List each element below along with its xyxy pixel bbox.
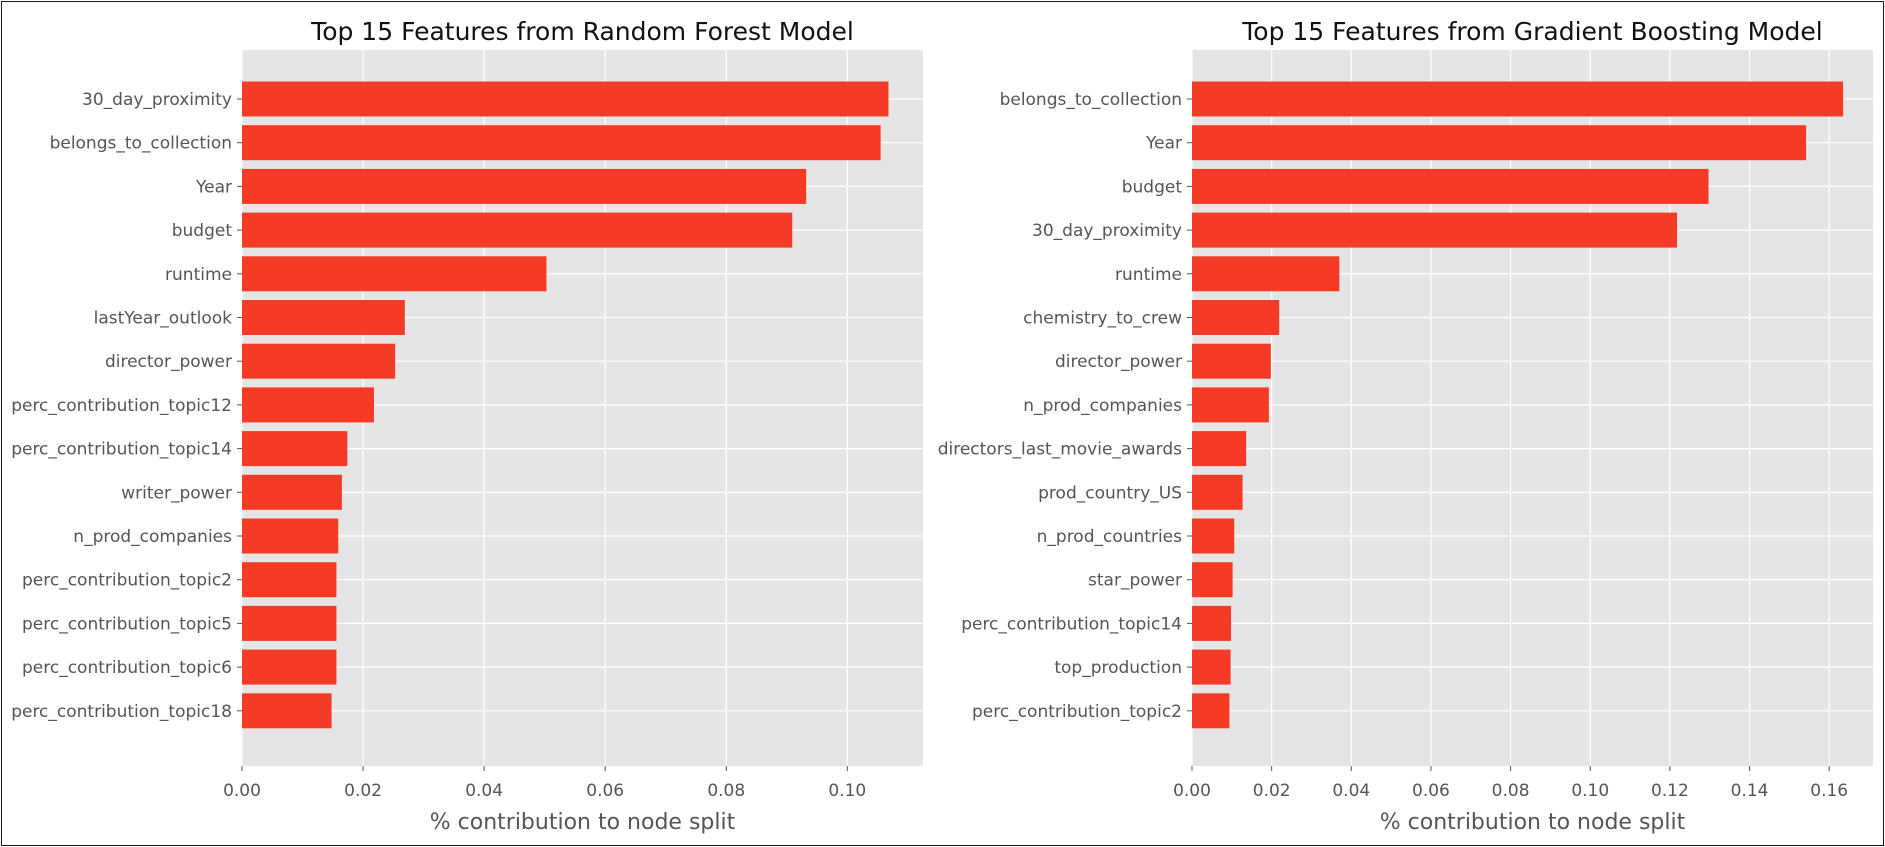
y-tick-label: budget [1122, 177, 1183, 197]
y-tick-label: runtime [165, 265, 232, 285]
y-tick-label: perc_contribution_topic14 [11, 440, 232, 460]
chart-panel-1: 30_day_proximity belongs_to_collection Yea… [11, 17, 923, 835]
bar-n-prod-companies [1192, 387, 1269, 423]
x-tick-label: 0.06 [586, 781, 624, 801]
x-tick-label: 0.16 [1810, 781, 1848, 801]
bar-30-day-proximity [1192, 212, 1678, 248]
bar-perc-contribution-topic14 [242, 431, 348, 467]
bar-30-day-proximity [242, 81, 889, 117]
x-axis-label: % contribution to node split [1380, 810, 1686, 835]
bar-chemistry-to-crew [1192, 300, 1280, 335]
bar-perc-contribution-topic14 [1192, 605, 1232, 641]
bar-star-power [1192, 562, 1233, 598]
y-tick-label: star_power [1088, 571, 1182, 591]
bar-lastyear-outlook [242, 300, 405, 335]
bar-perc-contribution-topic6 [242, 649, 337, 685]
y-tick-label: runtime [1115, 265, 1182, 285]
bar-writer-power [242, 474, 342, 510]
chart-title: Top 15 Features from Gradient Boosting M… [1241, 17, 1822, 46]
y-tick-label: chemistry_to_crew [1023, 309, 1182, 329]
bar-perc-contribution-topic2 [242, 562, 337, 598]
bar-runtime [1192, 256, 1340, 292]
y-tick-label: perc_contribution_topic18 [11, 702, 232, 722]
y-tick-label: n_prod_countries [1037, 527, 1183, 547]
y-tick-label: perc_contribution_topic14 [961, 614, 1182, 634]
y-tick-label: director_power [105, 352, 232, 372]
bar-directors-last-movie-awards [1192, 431, 1247, 467]
bar-year [242, 168, 807, 204]
bar-belongs-to-collection [242, 125, 881, 161]
y-tick-label: top_production [1054, 658, 1182, 678]
bar-runtime [242, 256, 547, 292]
y-tick-label: perc_contribution_topic2 [972, 702, 1182, 722]
bar-perc-contribution-topic18 [242, 693, 332, 729]
y-tick-label: perc_contribution_topic5 [22, 614, 232, 634]
y-tick-label: perc_contribution_topic2 [22, 571, 232, 591]
y-tick-label: belongs_to_collection [50, 134, 232, 154]
bar-top-production [1192, 649, 1231, 685]
y-tick-label: prod_country_US [1038, 483, 1182, 503]
x-tick-label: 0.08 [1492, 781, 1530, 801]
x-tick-label: 0.02 [344, 781, 382, 801]
bar-belongs-to-collection [1192, 81, 1844, 117]
y-tick-label: budget [172, 221, 233, 241]
bar-prod-country-us [1192, 474, 1243, 510]
x-tick-label: 0.08 [707, 781, 745, 801]
x-tick-label: 0.00 [1173, 781, 1211, 801]
x-tick-label: 0.04 [465, 781, 503, 801]
bar-n-prod-companies [242, 518, 339, 554]
chart-panel-2: belongs_to_collection Year budget 30_day_pr… [938, 17, 1873, 835]
bar-perc-contribution-topic12 [242, 387, 374, 423]
bar-budget [1192, 168, 1709, 204]
y-tick-label: writer_power [121, 483, 232, 503]
y-tick-label: n_prod_companies [73, 527, 232, 547]
y-tick-label: perc_contribution_topic12 [11, 396, 232, 416]
chart-title: Top 15 Features from Random Forest Model [310, 17, 854, 46]
bar-director-power [1192, 343, 1271, 379]
x-tick-label: 0.06 [1412, 781, 1450, 801]
x-axis-label: % contribution to node split [430, 810, 736, 835]
y-tick-label: Year [1145, 134, 1182, 154]
y-tick-label: 30_day_proximity [1032, 221, 1182, 241]
y-tick-label: belongs_to_collection [1000, 90, 1182, 110]
x-tick-label: 0.04 [1332, 781, 1370, 801]
bar-year [1192, 125, 1807, 161]
y-tick-label: perc_contribution_topic6 [22, 658, 232, 678]
x-tick-label: 0.14 [1731, 781, 1769, 801]
y-tick-label: 30_day_proximity [82, 90, 232, 110]
x-tick-label: 0.12 [1651, 781, 1689, 801]
x-tick-label: 0.10 [828, 781, 866, 801]
y-tick-label: director_power [1055, 352, 1182, 372]
bar-perc-contribution-topic2 [1192, 693, 1230, 729]
x-tick-label: 0.00 [223, 781, 261, 801]
y-tick-label: Year [195, 177, 232, 197]
y-tick-label: lastYear_outlook [94, 309, 233, 329]
x-tick-label: 0.10 [1571, 781, 1609, 801]
x-tick-label: 0.02 [1253, 781, 1291, 801]
bar-budget [242, 212, 793, 248]
bar-perc-contribution-topic5 [242, 605, 337, 641]
y-tick-label: directors_last_movie_awards [938, 440, 1182, 460]
y-tick-label: n_prod_companies [1023, 396, 1182, 416]
bar-n-prod-countries [1192, 518, 1235, 554]
bar-director-power [242, 343, 396, 379]
